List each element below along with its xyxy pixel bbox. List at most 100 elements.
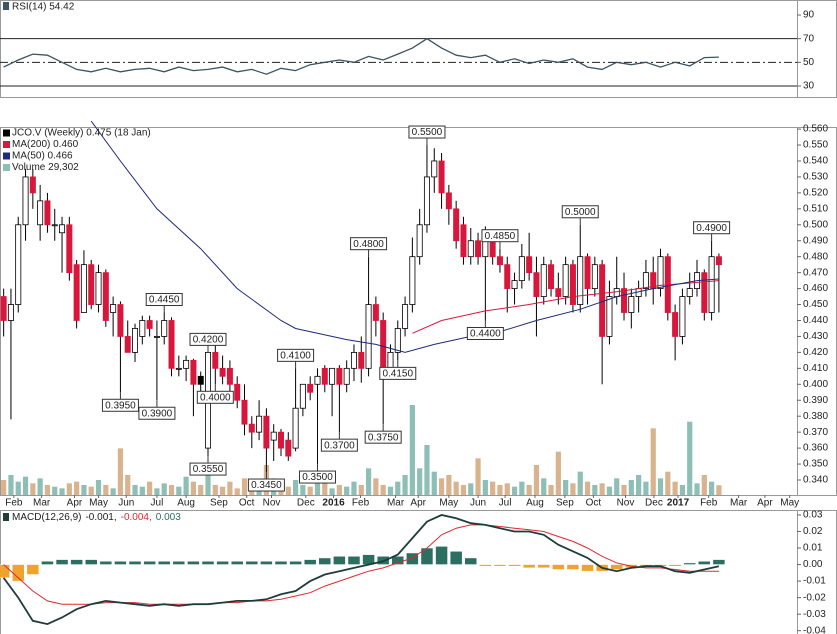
volume-bar bbox=[380, 485, 386, 495]
volume-bar bbox=[212, 485, 218, 495]
volume-bar bbox=[438, 478, 445, 495]
histogram-bar bbox=[318, 557, 332, 565]
volume-bar bbox=[234, 488, 240, 495]
histogram-bar bbox=[289, 561, 302, 565]
price-label: 0.5500 bbox=[412, 127, 443, 138]
volume-bar bbox=[716, 485, 722, 495]
volume-bar bbox=[44, 485, 51, 495]
volume-bar bbox=[701, 475, 707, 495]
volume-bar bbox=[694, 483, 700, 495]
histogram-bar bbox=[508, 564, 521, 567]
y-tick-label: 0.370 bbox=[803, 427, 828, 438]
candle-body bbox=[453, 208, 460, 242]
y-tick-label: 0.390 bbox=[803, 395, 828, 406]
x-tick-label: Oct bbox=[586, 498, 602, 509]
x-tick-label: Mar bbox=[387, 498, 405, 509]
histogram-bar bbox=[201, 561, 215, 565]
x-tick-label: Jun bbox=[118, 498, 134, 509]
candle-body bbox=[80, 264, 87, 313]
candle-body bbox=[124, 336, 131, 353]
volume-bar bbox=[395, 481, 401, 495]
candle-body bbox=[292, 407, 299, 449]
histogram-bar bbox=[464, 557, 478, 565]
candle-body bbox=[489, 240, 496, 258]
x-tick-label: Nov bbox=[263, 498, 281, 509]
volume-bar bbox=[614, 478, 620, 495]
rsi-line bbox=[3, 37, 719, 75]
candle-body bbox=[197, 375, 204, 385]
volume-bar bbox=[52, 486, 58, 495]
candle-body bbox=[672, 312, 679, 337]
histogram-bar bbox=[303, 559, 317, 565]
x-tick-label: Feb bbox=[5, 498, 23, 509]
y-tick-label: 0.380 bbox=[803, 411, 828, 422]
price-label-box bbox=[350, 237, 388, 251]
histogram-bar bbox=[157, 561, 171, 565]
x-tick-label: Feb bbox=[700, 498, 718, 509]
volume-bar bbox=[636, 475, 642, 495]
histogram-bar bbox=[712, 559, 726, 565]
candle-body bbox=[533, 272, 540, 297]
price-label-box bbox=[189, 462, 227, 476]
histogram-bar bbox=[668, 564, 682, 567]
price-label-box bbox=[138, 406, 176, 420]
volume-bar bbox=[168, 485, 175, 495]
y-tick-label: 0.400 bbox=[803, 379, 828, 390]
y-tick-label: 0.02 bbox=[803, 526, 823, 537]
y-tick-label: 0.560 bbox=[803, 124, 828, 135]
y-tick-label: 0.420 bbox=[803, 347, 828, 358]
y-tick-label: 70 bbox=[803, 33, 815, 44]
candle-body bbox=[146, 320, 153, 329]
volume-bar bbox=[103, 485, 109, 495]
candle-body bbox=[29, 176, 36, 194]
y-tick-label: 0.440 bbox=[803, 315, 828, 326]
candle-body bbox=[285, 439, 292, 457]
candle-body bbox=[336, 367, 343, 385]
price-label-box bbox=[247, 478, 285, 492]
volume-bar bbox=[650, 428, 656, 495]
histogram-bar bbox=[610, 564, 623, 570]
x-tick-label: Sep bbox=[210, 498, 228, 509]
price-label-box bbox=[408, 125, 446, 139]
x-tick-label: May bbox=[439, 498, 458, 509]
histogram-bar bbox=[552, 564, 565, 570]
histogram-bar bbox=[216, 561, 229, 565]
histogram-bar bbox=[84, 559, 98, 565]
panel-title-part: MACD(12,26,9) bbox=[12, 512, 81, 523]
candle-body bbox=[540, 264, 547, 297]
histogram-bar bbox=[493, 564, 507, 567]
histogram-bar bbox=[333, 556, 346, 565]
volume-bar bbox=[125, 475, 131, 495]
x-tick-label: Dec bbox=[297, 498, 315, 509]
volume-bar bbox=[344, 486, 350, 495]
volume-bar bbox=[300, 485, 306, 495]
candle-body bbox=[372, 304, 379, 321]
candle-body bbox=[569, 264, 576, 305]
volume-bar bbox=[468, 483, 474, 495]
volume-bar bbox=[1, 480, 7, 495]
volume-bar bbox=[555, 451, 561, 495]
price-label-box bbox=[277, 348, 315, 362]
price-label-box bbox=[145, 293, 183, 307]
volume-bar bbox=[541, 478, 547, 495]
candle-body bbox=[299, 383, 306, 409]
x-tick-label: Jul bbox=[151, 498, 164, 509]
candle-body bbox=[7, 304, 14, 321]
histogram-bar bbox=[581, 564, 594, 572]
candle-body bbox=[715, 256, 722, 266]
volume-bar bbox=[205, 468, 211, 495]
histogram-bar bbox=[449, 551, 463, 565]
candle-body bbox=[402, 304, 409, 329]
histogram-bar bbox=[537, 564, 550, 569]
volume-bar bbox=[314, 481, 321, 495]
price-label: 0.4150 bbox=[382, 369, 413, 380]
candle-body bbox=[37, 200, 44, 226]
y-tick-label: 0.03 bbox=[803, 510, 823, 521]
moving-average bbox=[90, 120, 719, 353]
volume-bar bbox=[336, 485, 342, 495]
candle-body bbox=[343, 367, 350, 385]
volume-bar bbox=[504, 483, 510, 495]
y-tick-label: 50 bbox=[803, 57, 815, 68]
volume-bar bbox=[519, 481, 525, 495]
volume-bar bbox=[8, 475, 14, 495]
